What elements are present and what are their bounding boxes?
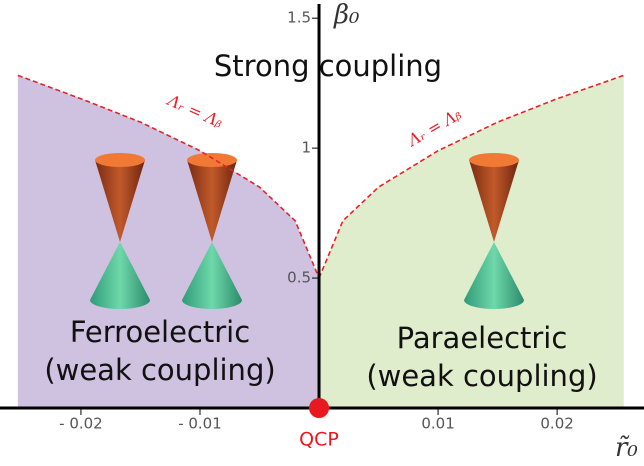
top-label: Strong coupling (214, 49, 442, 83)
x-tick-label: 0.02 (540, 415, 573, 433)
chart: Λᵣ = ΛᵦΛᵣ = Λᵦ- 0.02- 0.010.010.020.511.… (0, 0, 644, 466)
region-sublabel: (weak coupling) (366, 359, 597, 393)
qcp-label: QCP (299, 429, 339, 451)
x-tick-label: - 0.02 (59, 415, 103, 433)
region-label: Ferroelectric (70, 315, 250, 349)
region-sublabel: (weak coupling) (44, 353, 275, 387)
boundary-label: Λᵣ = Λᵦ (163, 90, 226, 132)
x-tick-label: 0.01 (421, 415, 454, 433)
y-tick-label: 0.5 (287, 269, 311, 287)
x-axis-label: r̃₀ (615, 433, 638, 463)
qcp-point (309, 398, 329, 418)
x-tick-label: - 0.01 (178, 415, 222, 433)
y-tick-label: 1 (301, 139, 311, 157)
y-tick-label: 1.5 (287, 9, 311, 27)
y-axis-label: β₀ (333, 0, 360, 30)
region-label: Paraelectric (397, 321, 568, 355)
